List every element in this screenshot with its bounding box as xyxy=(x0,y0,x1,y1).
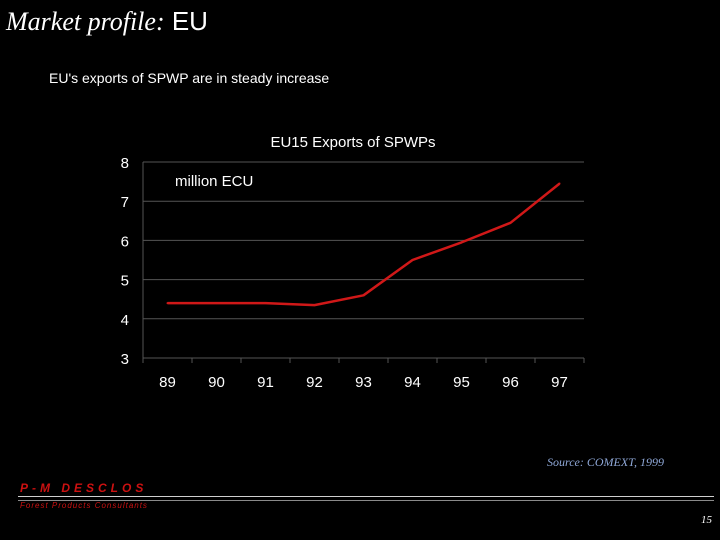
x-tick-label: 94 xyxy=(404,374,421,391)
data-point xyxy=(411,259,414,261)
y-tick-label: 7 xyxy=(121,194,129,211)
y-tick-label: 4 xyxy=(121,312,129,329)
x-tick-label: 93 xyxy=(355,374,372,391)
data-point xyxy=(362,294,365,297)
y-tick-label: 3 xyxy=(121,351,129,368)
x-tick-label: 90 xyxy=(208,374,225,391)
data-point xyxy=(558,182,561,185)
x-tick-label: 91 xyxy=(257,374,274,391)
data-point xyxy=(313,304,316,307)
x-tick-label: 89 xyxy=(159,374,176,391)
y-tick-label: 8 xyxy=(121,155,129,172)
slide-title: Market profile: EU xyxy=(6,6,208,37)
page-number: 15 xyxy=(701,514,712,526)
source-note: Source: COMEXT, 1999 xyxy=(547,455,664,469)
footer-rule-bottom xyxy=(18,500,714,501)
footer-rule-top xyxy=(18,496,714,497)
data-point xyxy=(166,302,169,305)
brand-name: P-M DESCLOS xyxy=(20,481,148,495)
x-tick-label: 97 xyxy=(551,374,568,391)
data-point xyxy=(460,241,463,244)
chart-title: EU15 Exports of SPWPs xyxy=(270,134,435,151)
y-tick-label: 5 xyxy=(121,273,129,290)
data-point xyxy=(264,302,267,305)
data-point xyxy=(509,221,512,224)
y-tick-label: 6 xyxy=(121,233,129,250)
slide-subtitle: EU's exports of SPWP are in steady incre… xyxy=(49,70,330,86)
x-tick-label: 95 xyxy=(453,374,470,391)
slide-title-sans: EU xyxy=(171,6,208,36)
series-line-0 xyxy=(167,182,561,307)
brand-tagline: Forest Products Consultants xyxy=(20,501,148,510)
chart-annotation: million ECU xyxy=(175,173,253,190)
slide-title-serif: Market profile: xyxy=(6,7,165,36)
data-point xyxy=(215,302,218,305)
x-tick-label: 96 xyxy=(502,374,519,391)
x-tick-label: 92 xyxy=(306,374,323,391)
